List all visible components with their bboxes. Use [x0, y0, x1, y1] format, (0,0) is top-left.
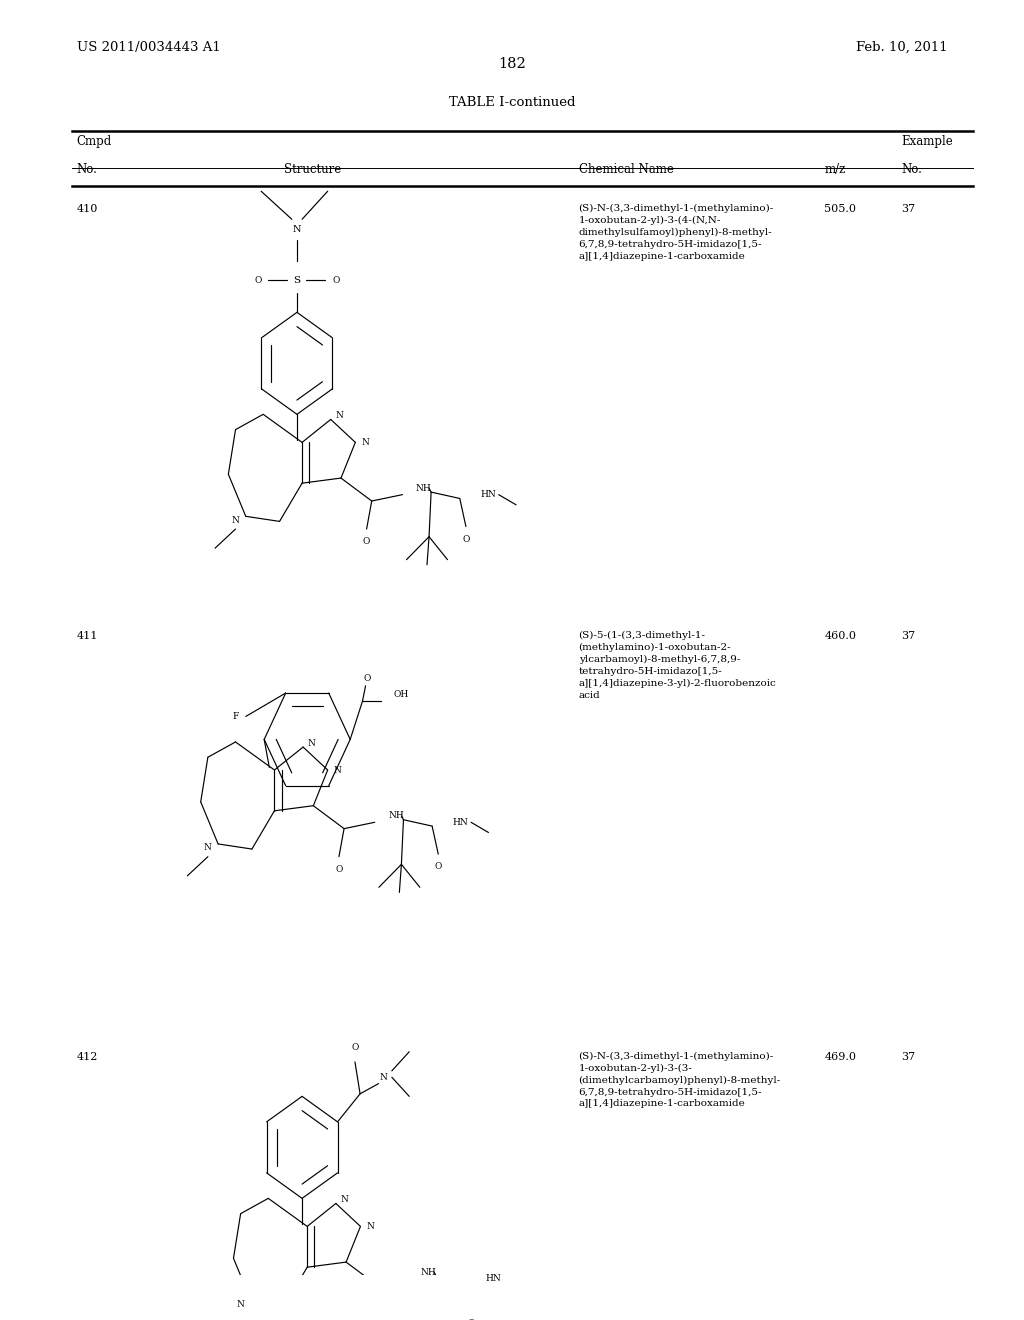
Text: 410: 410 — [77, 205, 98, 214]
Text: NH: NH — [421, 1267, 436, 1276]
Text: N: N — [307, 739, 315, 747]
Text: No.: No. — [77, 164, 97, 176]
Text: 469.0: 469.0 — [824, 1052, 856, 1061]
Text: (S)-N-(3,3-dimethyl-1-(methylamino)-
1-oxobutan-2-yl)-3-(4-(N,N-
dimethylsulfamo: (S)-N-(3,3-dimethyl-1-(methylamino)- 1-o… — [579, 205, 774, 260]
Text: N: N — [204, 843, 212, 853]
Text: O: O — [335, 865, 343, 874]
Text: 37: 37 — [901, 1052, 915, 1061]
Text: 182: 182 — [498, 57, 526, 71]
Text: m/z: m/z — [824, 164, 846, 176]
Text: Chemical Name: Chemical Name — [579, 164, 674, 176]
Text: O: O — [462, 535, 470, 544]
Text: O: O — [332, 276, 340, 285]
Text: (S)-5-(1-(3,3-dimethyl-1-
(methylamino)-1-oxobutan-2-
ylcarbamoyl)-8-methyl-6,7,: (S)-5-(1-(3,3-dimethyl-1- (methylamino)-… — [579, 631, 776, 700]
Text: 37: 37 — [901, 205, 915, 214]
Text: Cmpd: Cmpd — [77, 135, 112, 148]
Text: HN: HN — [453, 818, 468, 826]
Text: Feb. 10, 2011: Feb. 10, 2011 — [856, 41, 947, 54]
Text: NH: NH — [388, 812, 403, 821]
Text: 460.0: 460.0 — [824, 631, 856, 642]
Text: No.: No. — [901, 164, 922, 176]
Text: O: O — [362, 537, 371, 546]
Text: N: N — [340, 1195, 348, 1204]
Text: (S)-N-(3,3-dimethyl-1-(methylamino)-
1-oxobutan-2-yl)-3-(3-
(dimethylcarbamoyl)p: (S)-N-(3,3-dimethyl-1-(methylamino)- 1-o… — [579, 1052, 781, 1109]
Text: S: S — [294, 276, 300, 285]
Text: US 2011/0034443 A1: US 2011/0034443 A1 — [77, 41, 220, 54]
Text: 412: 412 — [77, 1052, 98, 1061]
Text: N: N — [293, 224, 301, 234]
Text: N: N — [231, 516, 240, 524]
Text: O: O — [434, 862, 442, 871]
Text: TABLE I-continued: TABLE I-continued — [449, 95, 575, 108]
Text: F: F — [232, 711, 239, 721]
Text: 37: 37 — [901, 631, 915, 642]
Text: HN: HN — [480, 490, 496, 499]
Text: N: N — [334, 766, 342, 775]
Text: O: O — [254, 276, 262, 285]
Text: Example: Example — [901, 135, 953, 148]
Text: O: O — [364, 673, 372, 682]
Text: N: N — [361, 438, 370, 447]
Text: NH: NH — [416, 483, 431, 492]
Text: HN: HN — [485, 1274, 501, 1283]
Text: O: O — [351, 1043, 358, 1052]
Text: N: N — [380, 1073, 387, 1082]
Text: 411: 411 — [77, 631, 98, 642]
Text: OH: OH — [393, 690, 409, 700]
Text: N: N — [335, 411, 343, 420]
Text: 505.0: 505.0 — [824, 205, 856, 214]
Text: Structure: Structure — [284, 164, 341, 176]
Text: N: N — [237, 1300, 245, 1308]
Text: N: N — [367, 1222, 375, 1230]
